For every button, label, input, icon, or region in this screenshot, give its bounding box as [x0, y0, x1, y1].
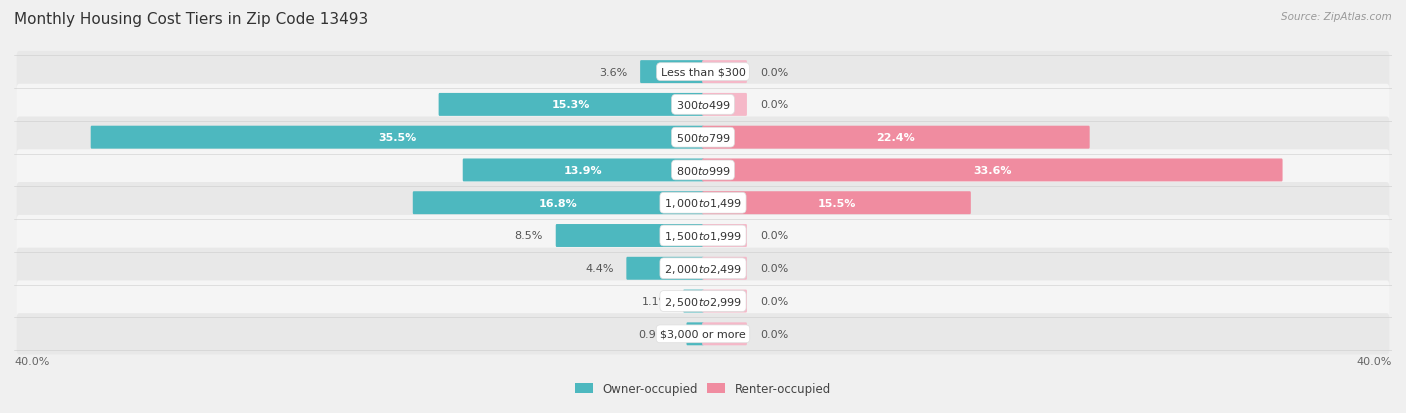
FancyBboxPatch shape [702, 159, 1282, 182]
Text: $300 to $499: $300 to $499 [675, 99, 731, 111]
FancyBboxPatch shape [702, 94, 747, 116]
FancyBboxPatch shape [413, 192, 704, 215]
FancyBboxPatch shape [17, 85, 1389, 126]
FancyBboxPatch shape [17, 183, 1389, 224]
Text: $2,500 to $2,999: $2,500 to $2,999 [664, 295, 742, 308]
FancyBboxPatch shape [17, 313, 1389, 355]
Text: 15.5%: 15.5% [817, 198, 856, 208]
FancyBboxPatch shape [640, 61, 704, 84]
FancyBboxPatch shape [702, 61, 747, 84]
Text: 0.0%: 0.0% [759, 263, 789, 273]
Text: $1,000 to $1,499: $1,000 to $1,499 [664, 197, 742, 210]
Text: Less than $300: Less than $300 [661, 67, 745, 77]
FancyBboxPatch shape [17, 248, 1389, 289]
Text: 40.0%: 40.0% [1357, 356, 1392, 366]
Text: $500 to $799: $500 to $799 [675, 132, 731, 144]
Text: 8.5%: 8.5% [515, 231, 543, 241]
Text: 0.0%: 0.0% [759, 67, 789, 77]
FancyBboxPatch shape [463, 159, 704, 182]
Text: 3.6%: 3.6% [599, 67, 627, 77]
Text: 16.8%: 16.8% [538, 198, 578, 208]
FancyBboxPatch shape [702, 192, 970, 215]
Text: 35.5%: 35.5% [378, 133, 416, 143]
Text: 0.0%: 0.0% [759, 297, 789, 306]
FancyBboxPatch shape [626, 257, 704, 280]
FancyBboxPatch shape [17, 150, 1389, 191]
Text: 1.1%: 1.1% [643, 297, 671, 306]
Text: $800 to $999: $800 to $999 [675, 164, 731, 176]
Text: 0.0%: 0.0% [759, 329, 789, 339]
Text: 22.4%: 22.4% [876, 133, 915, 143]
Text: Monthly Housing Cost Tiers in Zip Code 13493: Monthly Housing Cost Tiers in Zip Code 1… [14, 12, 368, 27]
Legend: Owner-occupied, Renter-occupied: Owner-occupied, Renter-occupied [575, 382, 831, 395]
Text: $3,000 or more: $3,000 or more [661, 329, 745, 339]
FancyBboxPatch shape [555, 225, 704, 247]
Text: 0.0%: 0.0% [759, 231, 789, 241]
FancyBboxPatch shape [702, 126, 1090, 149]
Text: 13.9%: 13.9% [564, 166, 603, 176]
Text: 33.6%: 33.6% [973, 166, 1011, 176]
FancyBboxPatch shape [702, 290, 747, 313]
FancyBboxPatch shape [439, 94, 704, 116]
FancyBboxPatch shape [702, 257, 747, 280]
Text: 4.4%: 4.4% [585, 263, 613, 273]
FancyBboxPatch shape [17, 281, 1389, 322]
FancyBboxPatch shape [91, 126, 704, 149]
FancyBboxPatch shape [702, 323, 747, 345]
Text: 0.91%: 0.91% [638, 329, 673, 339]
FancyBboxPatch shape [683, 290, 704, 313]
FancyBboxPatch shape [17, 117, 1389, 159]
Text: 40.0%: 40.0% [14, 356, 49, 366]
Text: 15.3%: 15.3% [553, 100, 591, 110]
Text: $2,000 to $2,499: $2,000 to $2,499 [664, 262, 742, 275]
FancyBboxPatch shape [686, 323, 704, 345]
FancyBboxPatch shape [702, 225, 747, 247]
Text: 0.0%: 0.0% [759, 100, 789, 110]
FancyBboxPatch shape [17, 215, 1389, 256]
FancyBboxPatch shape [17, 52, 1389, 93]
Text: $1,500 to $1,999: $1,500 to $1,999 [664, 230, 742, 242]
Text: Source: ZipAtlas.com: Source: ZipAtlas.com [1281, 12, 1392, 22]
